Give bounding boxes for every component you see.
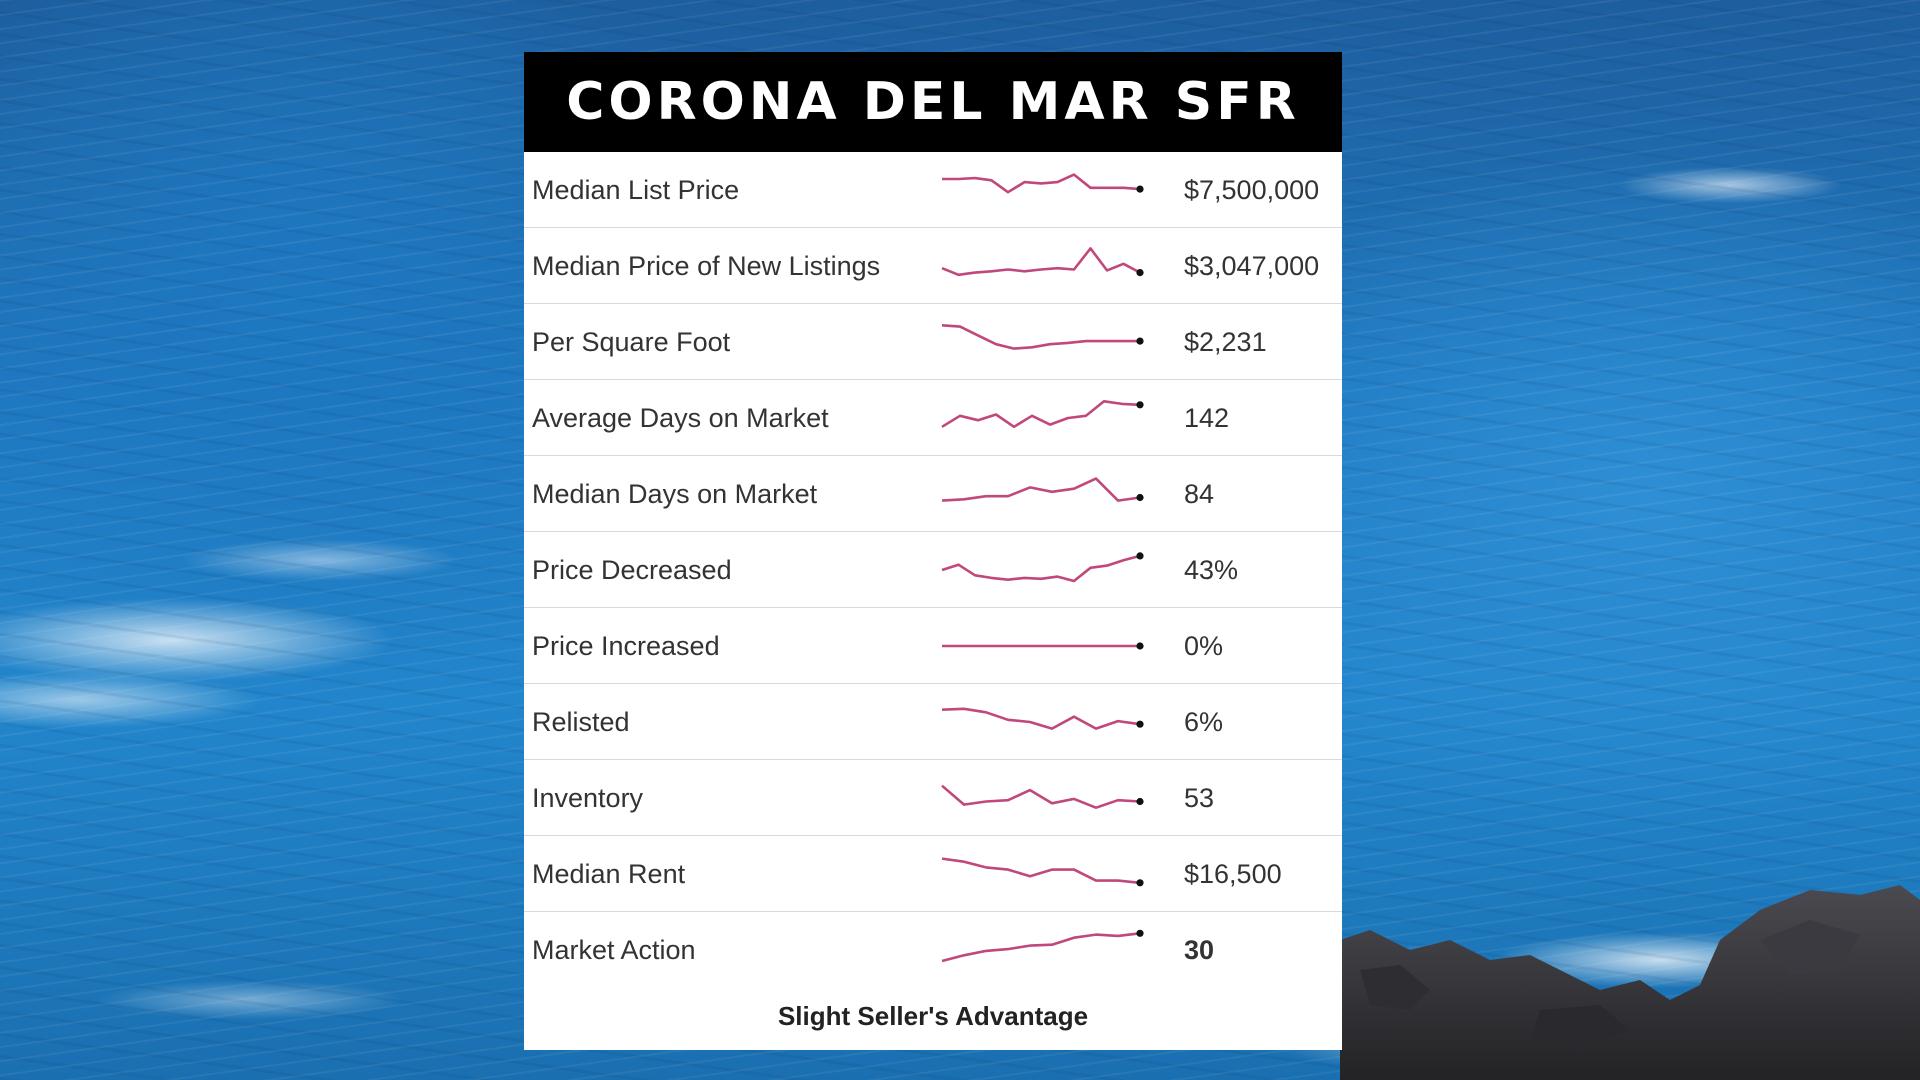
sparkline-endpoint bbox=[1136, 552, 1144, 560]
stat-row: Average Days on Market 142 bbox=[524, 380, 1342, 456]
stat-value: 6% bbox=[1184, 707, 1224, 737]
stat-row: Per Square Foot $2,231 bbox=[524, 304, 1342, 380]
stat-label: Average Days on Market bbox=[532, 403, 829, 433]
trend-sparkline bbox=[941, 477, 1144, 502]
stat-value: $16,500 bbox=[1184, 859, 1282, 889]
stat-value: 0% bbox=[1184, 631, 1224, 661]
sparkline-endpoint bbox=[1136, 401, 1144, 409]
trend-sparkline bbox=[941, 400, 1144, 429]
sparkline-endpoint bbox=[1136, 879, 1144, 887]
trend-sparkline bbox=[942, 642, 1144, 650]
stat-value: $7,500,000 bbox=[1184, 175, 1320, 205]
sparkline-path bbox=[942, 173, 1141, 194]
stat-row: Inventory 53 bbox=[524, 760, 1342, 836]
stat-value: $3,047,000 bbox=[1184, 251, 1320, 281]
stat-value: 43% bbox=[1184, 555, 1239, 585]
stat-row: Price Decreased 43% bbox=[524, 532, 1342, 608]
stat-label: Inventory bbox=[532, 783, 644, 813]
stat-label: Price Decreased bbox=[532, 555, 732, 585]
trend-sparkline bbox=[941, 552, 1144, 583]
sparkline-path bbox=[941, 247, 1141, 277]
sparkline-path bbox=[941, 707, 1141, 730]
stat-row: Market Action 30 bbox=[524, 912, 1342, 988]
stat-row: Median Days on Market 84 bbox=[524, 456, 1342, 532]
stat-label: Median Days on Market bbox=[532, 479, 818, 509]
sparkline-path bbox=[941, 400, 1141, 429]
sparkline-path bbox=[941, 784, 1141, 810]
title-bar: CORONA DEL MAR SFR bbox=[524, 52, 1342, 152]
sparkline-endpoint bbox=[1136, 185, 1144, 193]
stat-row: Median Rent $16,500 bbox=[524, 836, 1342, 912]
stat-value: 84 bbox=[1184, 479, 1215, 509]
stat-row: Price Increased 0% bbox=[524, 608, 1342, 684]
stat-label: Median Price of New Listings bbox=[532, 251, 881, 281]
sparkline-endpoint bbox=[1136, 642, 1144, 650]
sparkline-endpoint bbox=[1136, 493, 1144, 502]
stats-list: Median List Price $7,500,000 Median Price … bbox=[524, 152, 1342, 988]
stat-label: Market Action bbox=[532, 935, 696, 965]
trend-sparkline bbox=[942, 173, 1144, 194]
stat-label: Per Square Foot bbox=[532, 327, 731, 357]
market-action-summary: Slight Seller's Advantage bbox=[777, 1001, 1089, 1031]
stat-value: $2,231 bbox=[1184, 327, 1267, 357]
stat-label: Median List Price bbox=[532, 175, 740, 205]
trend-sparkline bbox=[941, 247, 1144, 277]
trend-sparkline bbox=[941, 324, 1144, 350]
sparkline-path bbox=[941, 477, 1141, 502]
stat-row: Relisted 6% bbox=[524, 684, 1342, 760]
stat-label: Median Rent bbox=[532, 859, 686, 889]
stat-label: Relisted bbox=[532, 707, 630, 737]
stat-value: 30 bbox=[1184, 935, 1215, 965]
sparkline-path bbox=[941, 857, 1141, 885]
sparkline-endpoint bbox=[1136, 929, 1144, 937]
stat-value: 142 bbox=[1184, 403, 1230, 433]
sparkline-path bbox=[941, 554, 1141, 583]
sparkline-endpoint bbox=[1136, 337, 1144, 345]
trend-sparkline bbox=[941, 857, 1144, 887]
sparkline-path bbox=[941, 932, 1141, 963]
stat-label: Price Increased bbox=[532, 631, 720, 661]
market-stats-card: CORONA DEL MAR SFR Median List Price $7,5… bbox=[524, 52, 1342, 1050]
sparkline-path bbox=[941, 324, 1140, 350]
trend-sparkline bbox=[941, 707, 1144, 730]
trend-sparkline bbox=[941, 784, 1144, 810]
trend-sparkline bbox=[941, 929, 1144, 963]
rocks-image bbox=[1340, 885, 1920, 1080]
stat-row: Median List Price $7,500,000 bbox=[524, 152, 1342, 228]
card-title: CORONA DEL MAR SFR bbox=[566, 72, 1300, 132]
sparkline-endpoint bbox=[1136, 269, 1144, 277]
stat-row: Median Price of New Listings $3,047,000 bbox=[524, 228, 1342, 304]
sparkline-endpoint bbox=[1136, 797, 1144, 806]
sparkline-endpoint bbox=[1136, 720, 1144, 728]
stat-value: 53 bbox=[1184, 783, 1215, 813]
